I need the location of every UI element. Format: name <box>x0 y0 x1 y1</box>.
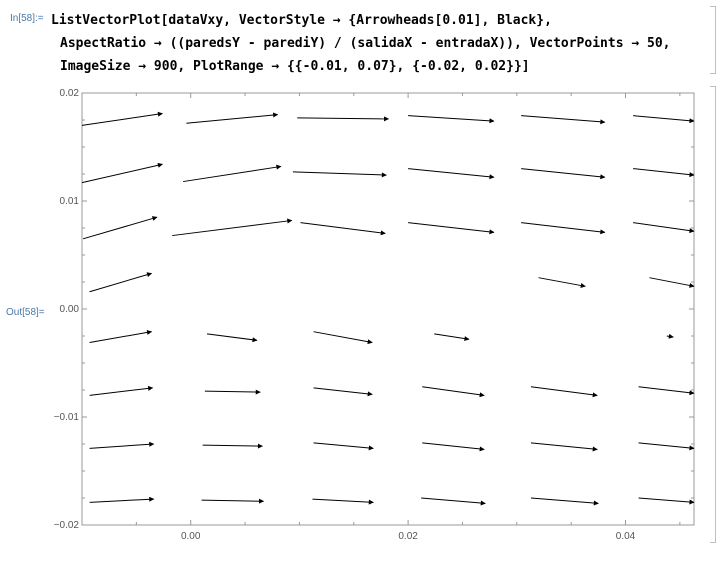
vector-arrow <box>81 111 163 126</box>
vector-arrow <box>206 333 258 343</box>
code-line-2: AspectRatio → ((paredsY - parediY) / (sa… <box>60 36 671 51</box>
vector-arrow <box>633 222 695 234</box>
y-tick-label: −0.01 <box>54 412 80 423</box>
vector-arrow <box>313 387 373 397</box>
vector-arrow <box>521 115 606 125</box>
vector-arrow <box>408 168 495 180</box>
vector-arrow <box>434 333 470 342</box>
input-cell-bracket[interactable] <box>710 6 716 74</box>
vector-arrow <box>89 441 155 449</box>
x-tick-label: 0.02 <box>398 531 418 542</box>
vector-arrow <box>89 329 153 343</box>
code-line-1: ListVectorPlot[dataVxy, VectorStyle → {A… <box>51 13 552 28</box>
vector-arrow <box>201 498 265 504</box>
y-tick-label: 0.02 <box>60 88 80 99</box>
vector-arrow <box>521 168 606 180</box>
vector-arrow <box>638 386 695 396</box>
vector-arrow <box>633 168 695 178</box>
vector-arrow <box>313 442 374 451</box>
vector-arrow <box>172 218 293 237</box>
input-cell-label: In[58]:= <box>10 13 44 24</box>
vector-arrow <box>82 216 158 240</box>
vector-arrow <box>89 496 155 503</box>
code-line-3: ImageSize → 900, PlotRange → {{-0.01, 0.… <box>60 59 530 74</box>
x-tick-label: 0.00 <box>181 531 201 542</box>
vector-arrow <box>300 222 386 236</box>
vector-arrow <box>649 277 695 288</box>
vector-arrow <box>204 389 261 395</box>
output-cell-label: Out[58]= <box>6 307 45 318</box>
vector-arrow <box>312 498 374 505</box>
vector-arrow <box>408 115 495 124</box>
vector-arrow <box>638 497 695 505</box>
vector-arrow <box>421 497 486 506</box>
y-tick-label: −0.02 <box>54 520 80 531</box>
vector-arrow <box>81 162 163 184</box>
plot-frame <box>81 92 695 526</box>
vector-arrow <box>313 331 373 345</box>
input-cell-code[interactable]: ListVectorPlot[dataVxy, VectorStyle → {A… <box>51 9 670 78</box>
vector-arrow <box>89 385 154 396</box>
vector-arrow <box>408 222 495 235</box>
x-tick-label: 0.04 <box>616 531 636 542</box>
y-tick-label: 0.01 <box>60 196 80 207</box>
vector-arrow <box>666 333 674 339</box>
vector-arrow <box>202 443 263 449</box>
vector-arrow <box>530 386 598 398</box>
vector-arrow <box>633 115 695 124</box>
vector-arrow <box>530 442 598 452</box>
vector-arrow <box>422 442 485 452</box>
y-tick-label: 0.00 <box>60 304 80 315</box>
vector-arrow <box>292 171 387 178</box>
vector-arrow <box>89 272 153 293</box>
vector-arrow <box>530 497 599 506</box>
vector-arrow <box>422 386 485 398</box>
vector-arrow <box>297 116 390 122</box>
vector-arrow <box>638 442 695 451</box>
vector-arrow <box>186 112 279 124</box>
output-cell-bracket[interactable] <box>710 86 716 543</box>
vector-arrow <box>521 222 606 235</box>
vector-arrow <box>538 277 586 288</box>
vector-arrow <box>183 164 282 183</box>
